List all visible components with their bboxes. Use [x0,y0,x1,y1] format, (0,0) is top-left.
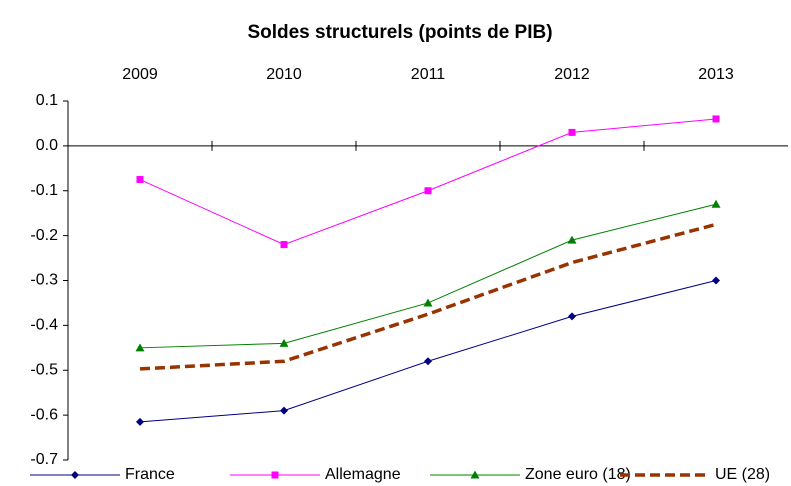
y-tick-label: -0.7 [30,451,58,468]
y-tick-label: -0.1 [30,182,58,199]
marker [712,276,720,285]
y-tick-label: -0.4 [30,317,58,334]
chart-title: Soldes structurels (points de PIB) [247,22,552,43]
marker [712,115,720,123]
marker [424,187,432,195]
legend-label: France [125,466,175,483]
x-tick-label: 2010 [266,66,302,83]
series-line [139,222,717,371]
y-tick-label: 0.1 [36,92,58,109]
y-tick-label: -0.6 [30,406,58,423]
marker [136,176,144,184]
marker [271,471,279,479]
y-tick-label: 0.0 [36,137,58,154]
y-tick-label: -0.3 [30,272,58,289]
marker [280,241,288,249]
marker [424,357,432,366]
marker [279,338,289,347]
marker [135,343,145,352]
legend-label: UE (28) [715,466,770,483]
marker [568,128,576,136]
marker [711,199,721,208]
y-tick-label: -0.5 [30,361,58,378]
x-tick-label: 2013 [698,66,734,83]
x-tick-label: 2009 [122,66,158,83]
y-tick-label: -0.2 [30,227,58,244]
marker [470,470,480,479]
marker [568,312,576,321]
x-tick-label: 2012 [554,66,590,83]
marker [280,406,288,415]
series-line [139,203,717,349]
marker [71,471,79,479]
x-tick-label: 2011 [411,66,446,83]
marker [423,298,433,307]
marker [136,417,144,426]
marker [567,235,577,244]
legend-label: Zone euro (18) [525,466,631,483]
legend-label: Allemagne [325,466,401,483]
